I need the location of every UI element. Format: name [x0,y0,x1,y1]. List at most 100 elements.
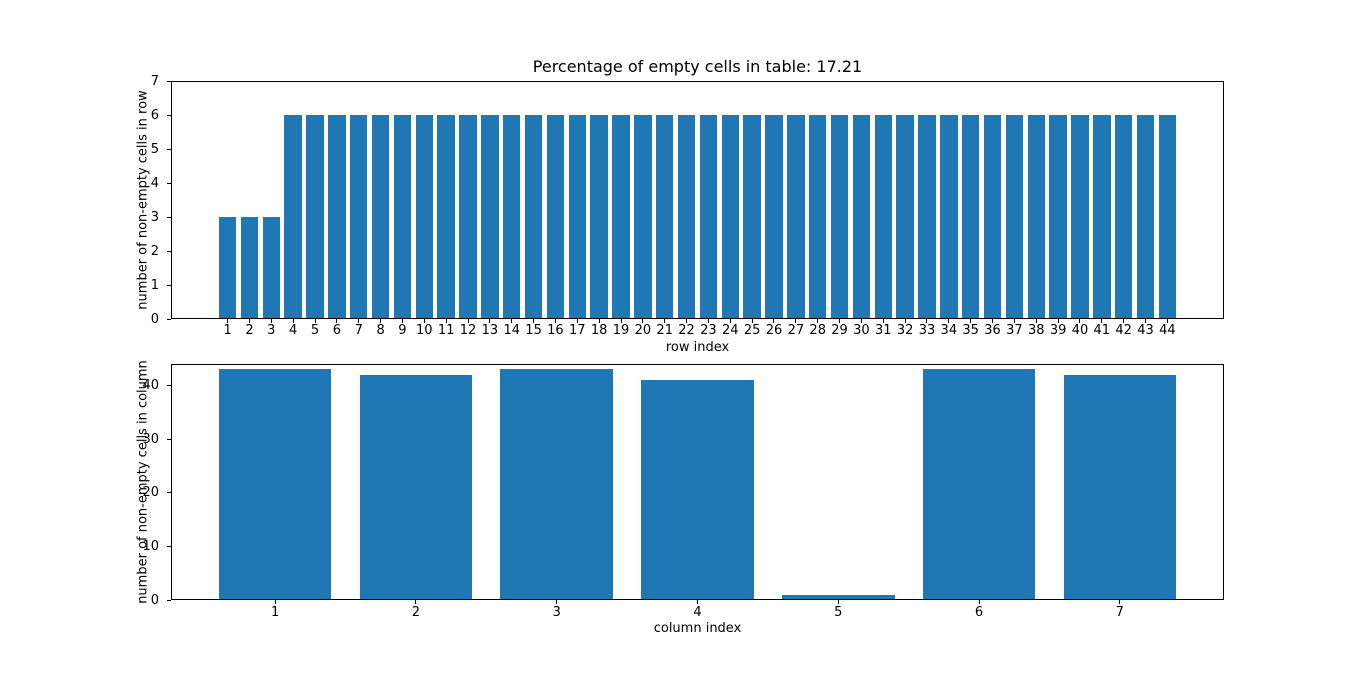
x-tick [1013,319,1015,323]
bar [328,115,346,319]
y-tick [167,318,171,320]
x-tick [697,600,698,604]
x-tick-label: 8 [376,323,385,338]
bar [1158,115,1177,319]
bar [393,115,412,319]
bar [641,380,754,600]
x-tick-label: 28 [809,323,826,338]
x-tick [837,600,839,604]
bar [415,115,434,319]
x-tick [415,600,417,604]
y-tick-label: 7 [150,73,159,89]
x-tick-label: 5 [310,323,320,338]
bar [1114,115,1133,319]
x-tick-label: 39 [1049,323,1067,338]
x-tick [707,319,709,323]
x-tick-label: 13 [481,323,499,338]
bar [437,115,455,319]
y-tick [167,148,171,150]
y-tick [167,384,171,386]
bar [1136,115,1155,319]
x-tick-label: 25 [743,323,761,338]
x-tick [292,319,294,323]
x-tick [511,319,513,323]
bar [502,115,521,319]
x-tick [1145,319,1147,323]
x-tick [556,600,558,604]
x-tick-label: 19 [612,323,630,338]
x-tick-label: 43 [1137,323,1154,338]
x-tick [445,319,447,323]
x-tick-label: 3 [267,323,276,338]
y-tick [167,114,171,116]
x-tick [423,319,425,323]
x-tick [533,319,535,323]
y-tick-label: 4 [150,175,159,191]
x-tick-label: 16 [547,323,564,338]
bar [1049,115,1067,319]
bar [349,115,368,319]
x-tick [274,600,276,604]
x-tick-label: 10 [416,323,433,338]
column-chart-y-axis-label: number of non-empty cells in column [135,360,151,604]
x-tick-label: 44 [1159,323,1176,338]
x-tick [576,319,578,323]
x-tick [401,319,403,323]
x-tick-label: 18 [590,323,608,338]
x-tick [1166,319,1168,323]
x-tick-label: 30 [853,323,870,338]
bar [765,115,783,319]
x-tick-label: 3 [552,605,561,620]
x-tick [992,319,994,323]
y-tick-label: 6 [150,107,159,123]
bar [284,115,302,319]
bar [1005,115,1024,319]
x-tick [1119,600,1121,604]
x-tick [642,319,644,323]
x-tick-label: 17 [569,323,586,338]
x-tick-label: 34 [940,323,958,338]
bar [481,115,499,319]
x-tick-label: 2 [245,323,254,338]
x-tick-label: 27 [787,323,805,338]
x-tick [380,319,382,323]
bar [874,115,892,319]
y-tick [167,438,171,440]
bar [359,374,473,600]
x-tick [948,319,950,323]
x-tick [358,319,360,323]
bar [500,369,614,600]
bar [983,115,1002,319]
bar [940,115,958,319]
x-tick-label: 37 [1006,323,1023,338]
y-tick-label: 0 [150,311,159,327]
bar [524,115,543,319]
x-tick-label: 1 [223,323,232,338]
bar [677,115,696,319]
y-tick-label: 2 [150,243,159,259]
x-tick-label: 6 [974,605,984,620]
x-tick [620,319,622,323]
x-tick [817,319,819,323]
x-tick [1079,319,1081,323]
x-tick [860,319,862,323]
bar [808,115,827,319]
x-tick-label: 26 [765,323,783,338]
y-tick-label: 10 [142,538,159,554]
bar [852,115,871,319]
chart-title: Percentage of empty cells in table: 17.2… [532,57,863,76]
x-tick [978,600,980,604]
x-tick-label: 21 [656,323,673,338]
bar [1093,115,1111,319]
x-tick [489,319,491,323]
y-tick-label: 0 [150,592,159,608]
bar [1071,115,1089,319]
bar [634,115,652,319]
bar [568,115,587,319]
bar [830,115,849,319]
y-tick [167,182,171,184]
x-tick-label: 24 [722,323,739,338]
bar [240,217,259,319]
x-tick-label: 20 [634,323,652,338]
